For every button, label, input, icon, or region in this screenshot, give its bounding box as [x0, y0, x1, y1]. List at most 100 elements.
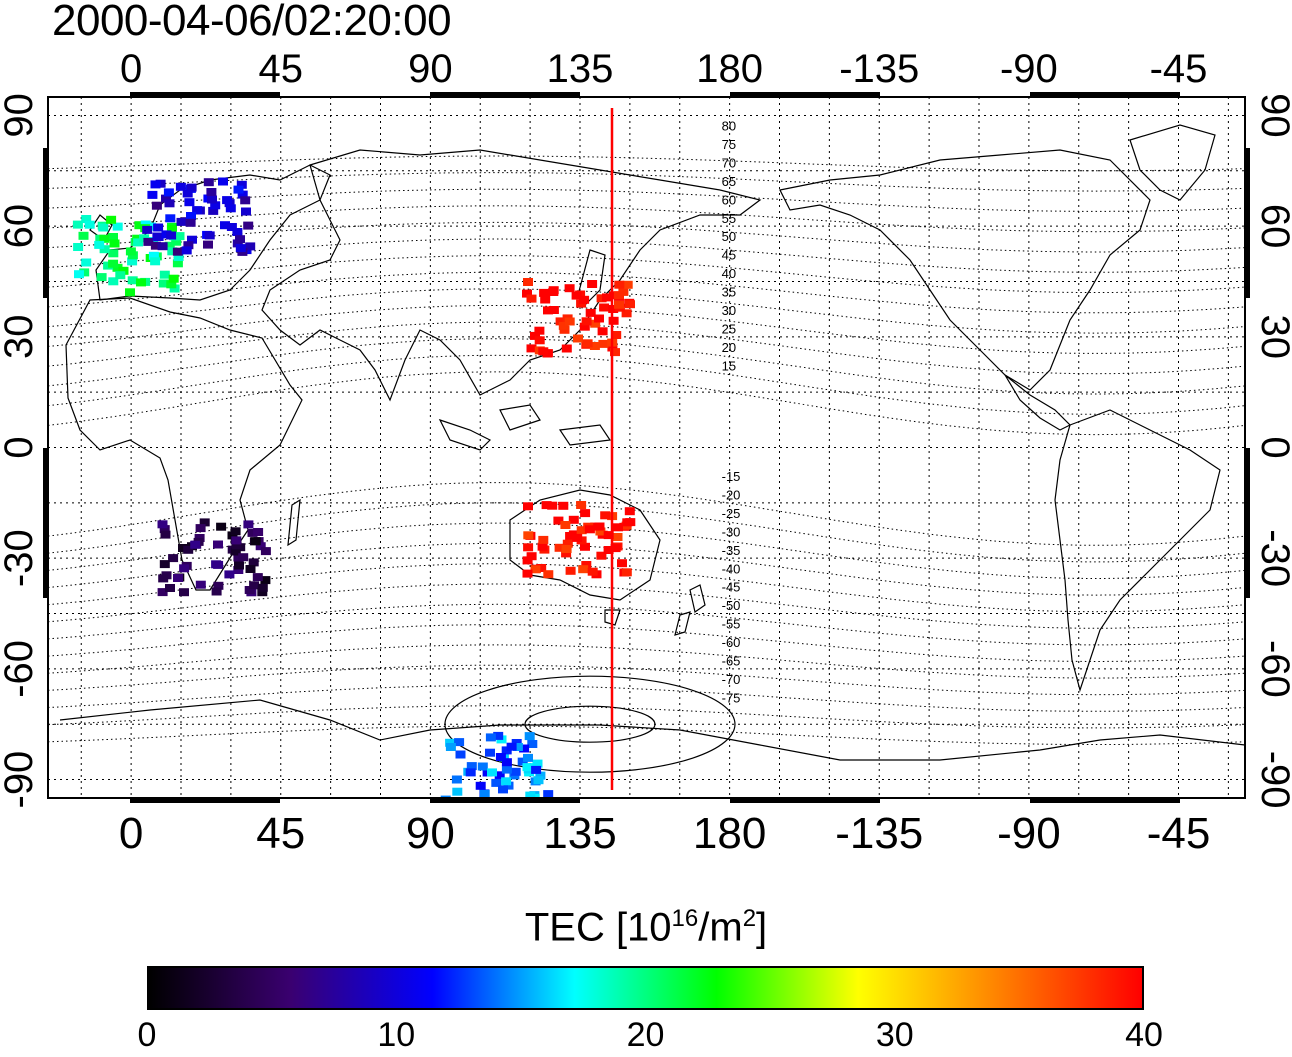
contour-label: 60: [722, 192, 736, 207]
tec-cell: [199, 518, 210, 527]
tec-cell: [159, 270, 170, 279]
tec-cell: [495, 753, 506, 761]
tec-cell: [564, 317, 575, 326]
contour-line: [48, 188, 1245, 212]
tec-cell: [166, 225, 177, 233]
tec-cell: [558, 321, 569, 330]
tec-cell: [523, 278, 533, 286]
tec-cell: [247, 528, 258, 537]
right-axis-tick-label: -30: [1253, 529, 1292, 587]
tec-cell: [622, 280, 633, 289]
tec-cell: [143, 237, 154, 246]
tec-cell: [440, 795, 451, 798]
tec-cell: [527, 740, 538, 748]
tec-cell: [260, 576, 271, 585]
tec-cell: [240, 196, 251, 205]
tec-cell: [195, 580, 206, 589]
left-axis-tick-label: 30: [0, 315, 41, 360]
tec-cell: [225, 204, 236, 213]
tec-cell: [175, 182, 186, 191]
bottom-axis-tick-label: 0: [119, 809, 143, 858]
tec-cell: [118, 266, 129, 275]
tec-cell: [112, 222, 123, 231]
tec-cell: [452, 787, 463, 796]
tec-cell: [211, 587, 222, 596]
tec-cell: [230, 547, 241, 556]
colorbar-tick-label: 20: [626, 1016, 665, 1054]
tec-cell: [203, 178, 214, 187]
tec-cell: [173, 574, 183, 582]
tec-cell: [179, 588, 189, 597]
tec-cell: [502, 804, 512, 812]
tec-cell: [526, 344, 537, 353]
tec-cell: [203, 240, 213, 249]
tec-cell: [171, 237, 182, 246]
tec-cell: [98, 223, 109, 232]
tec-cell: [133, 238, 144, 247]
tec-cell: [226, 223, 237, 231]
right-axis-tick-label: 60: [1253, 204, 1292, 249]
tec-cell: [150, 180, 161, 189]
tec-cell: [614, 300, 624, 309]
tec-cell: [231, 541, 242, 550]
tec-cell: [466, 762, 477, 771]
tec-cell: [445, 743, 456, 751]
contour-label: 20: [722, 340, 736, 355]
tec-cell: [494, 771, 505, 780]
tec-cell: [596, 551, 607, 560]
tec-cell: [96, 273, 107, 282]
tec-cell: [568, 515, 579, 524]
contour-label: -75: [722, 690, 741, 705]
right-axis-tick-label: 0: [1253, 436, 1292, 458]
tec-cell: [108, 249, 119, 258]
tec-cell: [147, 190, 158, 199]
tec-cell: [454, 738, 465, 747]
tec-cell: [159, 525, 170, 534]
tec-cell: [230, 527, 241, 536]
tec-cell: [134, 221, 145, 230]
tec-cell: [523, 531, 534, 540]
tec-cell: [547, 501, 558, 510]
right-axis-tick-label: -90: [1253, 751, 1292, 809]
tec-cell: [555, 317, 566, 326]
tec-cell: [611, 331, 622, 339]
contour-line: [48, 624, 1245, 663]
tec-cell: [506, 742, 517, 751]
colorbar-tick-label: 40: [1125, 1016, 1163, 1054]
contour-label: 65: [722, 174, 736, 189]
tec-cell: [158, 279, 169, 288]
contour-label: 25: [722, 321, 736, 336]
contour-label: 45: [722, 248, 736, 263]
tec-cell: [245, 565, 256, 573]
tec-cell: [596, 294, 607, 303]
tec-cell: [157, 588, 168, 597]
tec-cell: [243, 221, 254, 230]
tec-cell: [99, 234, 110, 243]
tec-cell: [151, 201, 162, 210]
tec-cell: [590, 319, 601, 328]
tec-cell: [81, 258, 92, 267]
tec-cell: [612, 533, 623, 541]
tec-cell: [576, 501, 587, 509]
tec-cell: [250, 537, 261, 546]
left-axis-tick-label: 60: [0, 204, 41, 249]
contour-label: -30: [722, 524, 741, 539]
tec-cell: [602, 293, 612, 302]
tec-cell: [608, 316, 619, 325]
tec-cell: [485, 748, 495, 757]
tec-cell: [78, 231, 89, 240]
contour-label: 30: [722, 303, 736, 318]
tec-cell: [236, 180, 247, 189]
top-axis-tick-label: -90: [1000, 47, 1058, 91]
tec-cell: [531, 765, 542, 774]
colorbar: [147, 966, 1144, 1010]
tec-cell: [465, 768, 476, 777]
tec-cell: [548, 286, 559, 295]
tec-cell: [195, 524, 206, 533]
tec-cell: [614, 280, 625, 289]
tec-cell: [184, 198, 195, 207]
tec-cell: [530, 565, 541, 574]
tec-cell: [625, 300, 635, 309]
tec-cell: [136, 278, 146, 287]
contour-line: [48, 205, 1245, 233]
